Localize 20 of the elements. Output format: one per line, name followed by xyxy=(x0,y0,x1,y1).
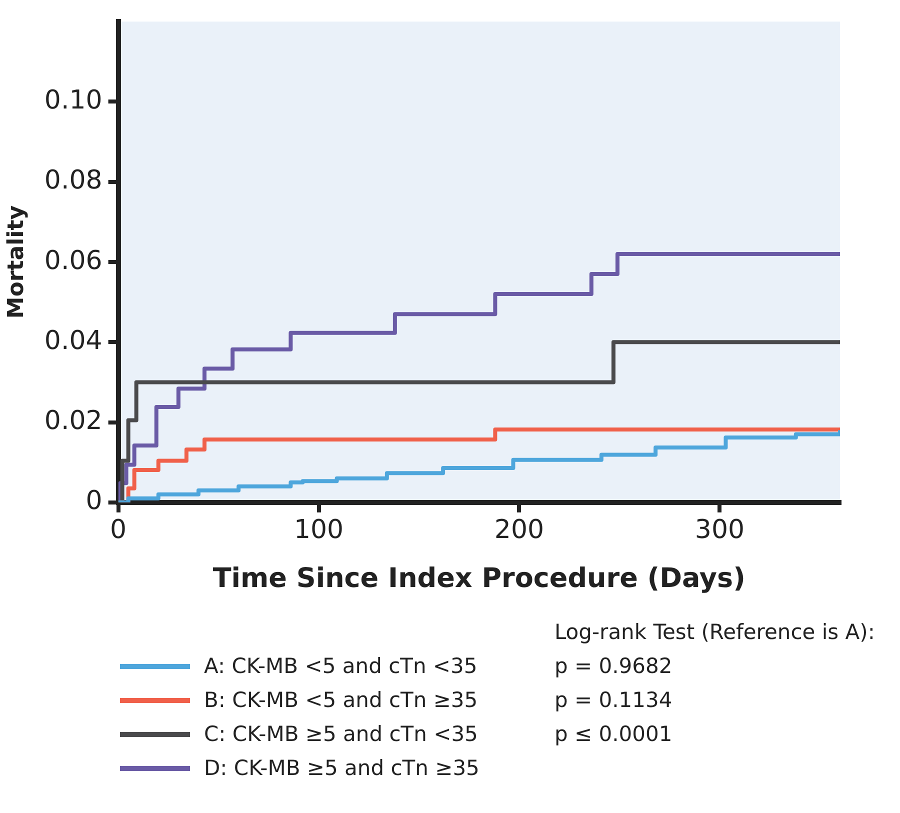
text: p = 0.1134 xyxy=(554,688,674,712)
x-tick-label: 200 xyxy=(494,514,544,545)
legend-label: D: CK-MB ≥5 and cTn ≥35 xyxy=(204,756,480,780)
y-tick-label: 0.06 xyxy=(44,246,102,276)
text: p ≤ 0.0001 xyxy=(554,722,674,746)
y-tick-label: 0 xyxy=(86,486,102,516)
legend-label: A: CK-MB <5 and cTn <35 xyxy=(204,654,478,678)
x-tick-label: 100 xyxy=(294,514,344,545)
text: Log-rank Test (Reference is A): xyxy=(554,620,876,644)
y-axis-title: Mortality xyxy=(4,205,29,319)
x-axis-title: Time Since Index Procedure (Days) xyxy=(212,562,746,594)
text: p = 0.9682 xyxy=(554,654,674,678)
y-tick-label: 0.08 xyxy=(44,166,102,196)
y-tick-label: 0.02 xyxy=(44,406,102,436)
legend-label: B: CK-MB <5 and cTn ≥35 xyxy=(204,688,478,712)
x-tick-label: 300 xyxy=(694,514,745,545)
legend-label: C: CK-MB ≥5 and cTn <35 xyxy=(204,722,478,746)
x-tick-label: 0 xyxy=(110,514,127,545)
y-tick-label: 0.10 xyxy=(44,85,102,116)
y-tick-label: 0.04 xyxy=(44,326,102,356)
